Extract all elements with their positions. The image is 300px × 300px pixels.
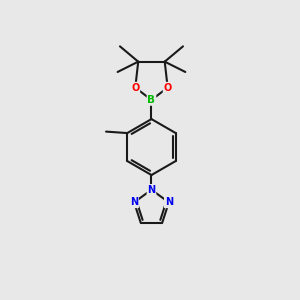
- Text: B: B: [148, 95, 155, 105]
- Text: N: N: [147, 185, 155, 195]
- Text: O: O: [131, 82, 140, 93]
- Text: O: O: [164, 82, 172, 93]
- Text: N: N: [130, 197, 138, 207]
- Text: N: N: [165, 197, 173, 207]
